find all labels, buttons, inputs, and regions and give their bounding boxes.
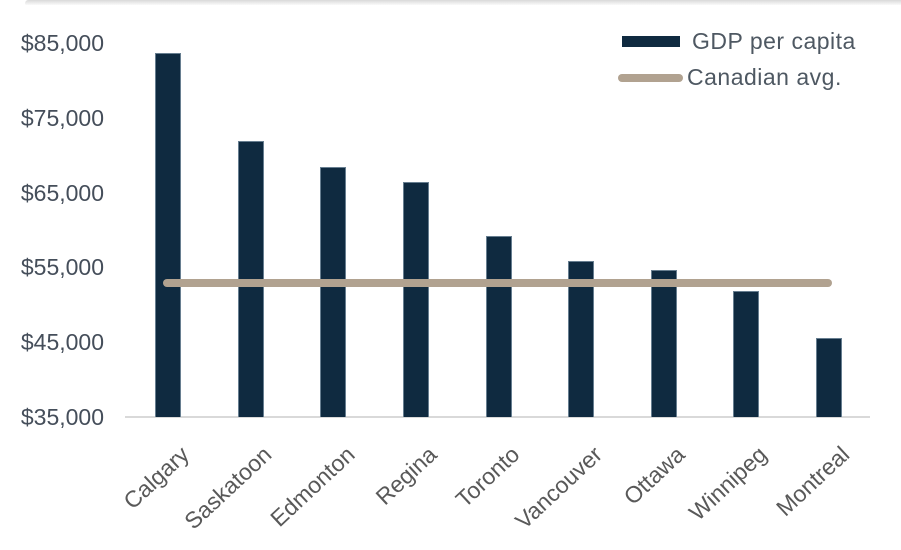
bar-calgary xyxy=(155,52,182,417)
bar-ottawa xyxy=(650,269,677,417)
y-tick-label: $85,000 xyxy=(20,30,104,56)
plot-area xyxy=(127,43,870,417)
y-tick-label: $75,000 xyxy=(20,104,104,131)
canadian-average-line xyxy=(163,279,832,288)
bar-toronto xyxy=(485,235,512,417)
y-tick-label: $35,000 xyxy=(20,404,104,430)
top-edge-divider xyxy=(25,0,901,5)
y-tick-label: $65,000 xyxy=(20,179,104,206)
x-axis-line xyxy=(125,416,870,418)
bar-saskatoon xyxy=(237,140,264,417)
legend-item-canadian-avg: Canadian avg. xyxy=(618,66,842,89)
legend-label-avg: Canadian avg. xyxy=(687,64,842,90)
legend-item-gdp-per-capita: GDP per capita xyxy=(622,30,856,53)
line-swatch-icon xyxy=(618,73,683,82)
y-tick-label: $55,000 xyxy=(20,254,104,281)
bar-edmonton xyxy=(320,167,347,417)
bar-swatch-icon xyxy=(622,36,680,47)
bar-winnipeg xyxy=(733,291,760,417)
y-tick-label: $45,000 xyxy=(20,329,104,356)
bar-regina xyxy=(402,182,429,417)
legend-label-gdp: GDP per capita xyxy=(692,28,856,54)
bar-montreal xyxy=(815,337,842,417)
